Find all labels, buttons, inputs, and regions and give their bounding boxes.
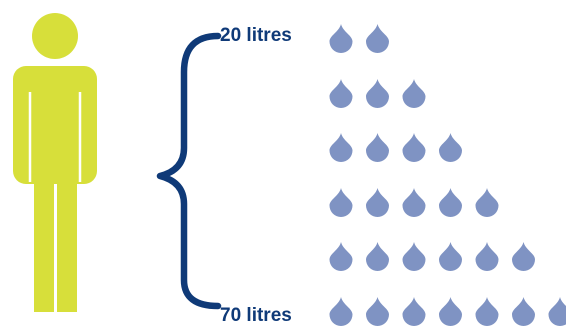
- person-right-leg: [57, 184, 77, 312]
- water-drop-icon: [512, 297, 535, 326]
- water-drop-icon: [439, 242, 462, 271]
- water-drop-icon: [439, 297, 462, 326]
- water-drop-icon: [402, 188, 426, 218]
- person-torso: [13, 66, 97, 184]
- label-bottom: 70 litres: [220, 305, 292, 326]
- person-left-leg: [34, 184, 54, 312]
- water-drop-icon: [366, 133, 389, 162]
- water-drop-icon: [329, 188, 353, 218]
- water-drop-icon: [366, 24, 389, 54]
- water-drop-icon: [366, 188, 389, 218]
- water-drop-icon: [366, 297, 389, 326]
- water-drop-icon: [329, 242, 353, 271]
- water-drop-icon: [329, 79, 353, 109]
- water-drop-icon: [329, 133, 353, 162]
- water-drop-icon: [475, 242, 499, 271]
- water-drop-icon: [475, 188, 499, 218]
- water-drop-icon: [402, 133, 426, 162]
- water-drop-icon: [402, 297, 426, 326]
- person-head: [32, 13, 78, 59]
- water-drops-grid: [329, 24, 566, 326]
- water-drop-icon: [366, 242, 389, 271]
- curly-brace-icon: [156, 32, 222, 310]
- water-drop-icon: [475, 297, 499, 326]
- person-icon: [13, 13, 97, 312]
- water-drop-icon: [439, 133, 462, 162]
- water-drop-icon: [329, 24, 353, 54]
- water-drop-icon: [329, 297, 353, 326]
- water-drop-icon: [439, 188, 462, 218]
- label-top: 20 litres: [220, 25, 292, 46]
- water-drop-icon: [366, 79, 389, 109]
- water-drop-icon: [512, 242, 535, 271]
- water-drop-icon: [402, 242, 426, 271]
- water-drop-icon: [548, 297, 566, 326]
- water-drop-icon: [402, 79, 426, 109]
